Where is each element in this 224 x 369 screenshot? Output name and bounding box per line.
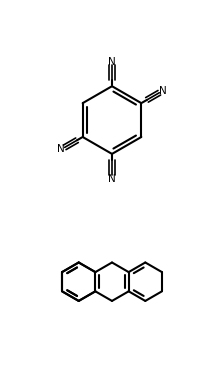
Text: N: N bbox=[57, 144, 65, 154]
Text: N: N bbox=[108, 173, 116, 184]
Text: N: N bbox=[108, 56, 116, 66]
Text: N: N bbox=[159, 86, 167, 96]
